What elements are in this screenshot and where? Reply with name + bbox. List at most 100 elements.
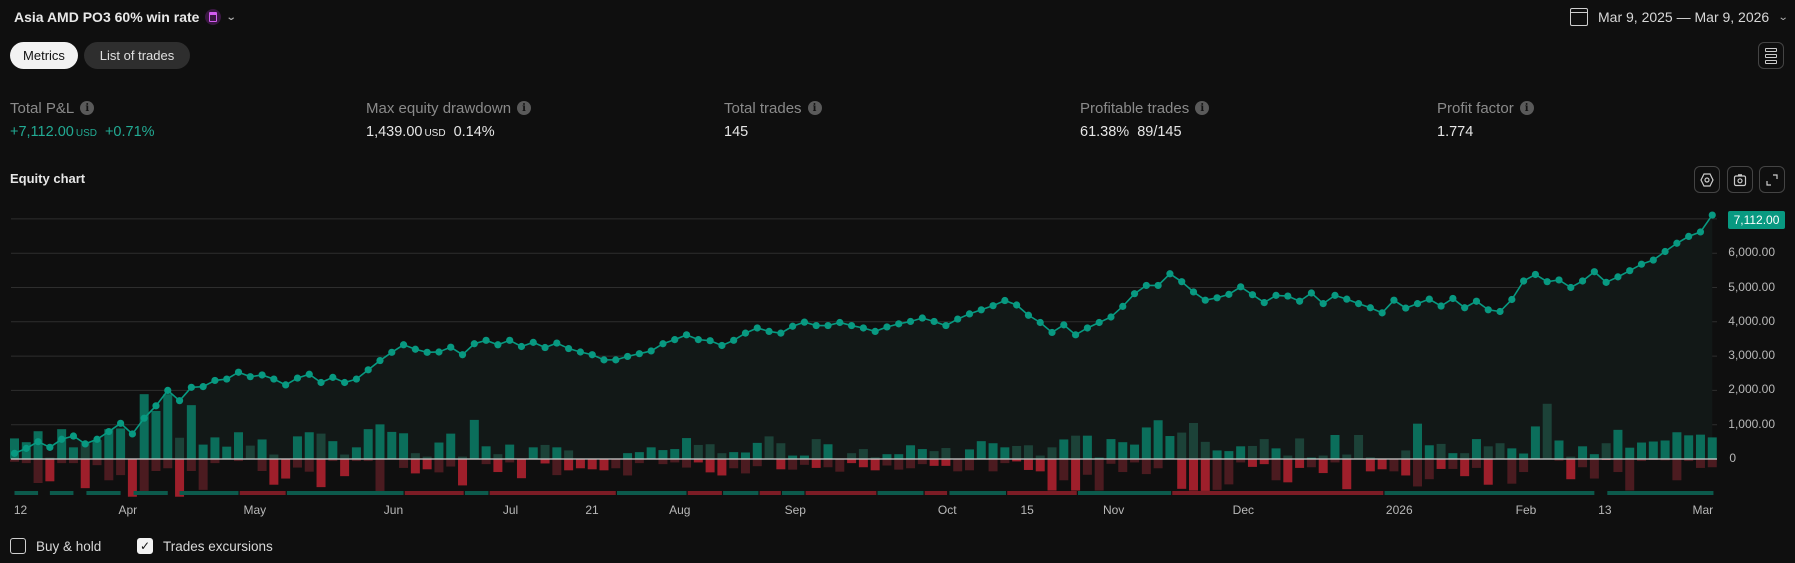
drawdown-bar (1365, 459, 1375, 472)
runup-bar (1259, 439, 1269, 459)
drawdown-bar (446, 459, 456, 467)
info-icon[interactable]: i (1195, 101, 1210, 115)
info-icon[interactable]: i (80, 101, 95, 115)
drawdown-bar (1625, 459, 1635, 491)
fullscreen-icon (1766, 173, 1778, 186)
trades-excursions-option[interactable]: ✓ Trades excursions (137, 538, 273, 554)
runup-bar (646, 447, 656, 459)
drawdown-bar (422, 459, 432, 470)
runup-bar (906, 445, 916, 459)
info-icon[interactable]: i (517, 101, 532, 115)
metric-label: Total P&L (10, 99, 75, 117)
runup-bar (1424, 445, 1434, 459)
equity-point (1449, 294, 1457, 303)
period-band (14, 491, 39, 495)
drawdown-bar (552, 459, 562, 476)
x-tick-label: Jun (383, 503, 404, 517)
tab-list-of-trades[interactable]: List of trades (84, 42, 190, 69)
runup-bar (304, 432, 314, 459)
checkmark-icon: ✓ (139, 539, 151, 553)
equity-point (1520, 277, 1528, 285)
drawdown-bar (1118, 459, 1128, 473)
equity-point (777, 329, 785, 337)
chart-settings-button[interactable] (1694, 166, 1720, 193)
drawdown-bar (1519, 459, 1529, 473)
y-tick-label: 2,000.00 (1728, 382, 1775, 397)
drawdown-bar (776, 459, 786, 470)
runup-bar (799, 455, 809, 459)
info-icon[interactable]: i (807, 101, 822, 115)
equity-point (128, 430, 136, 438)
drawdown-bar (693, 459, 703, 463)
equity-point (470, 340, 478, 348)
x-tick-label: Mar (1692, 503, 1714, 517)
buy-and-hold-checkbox[interactable] (10, 538, 26, 554)
drawdown-bar (269, 459, 279, 485)
metric-percent: 0.14% (453, 124, 495, 140)
trades-excursions-checkbox[interactable]: ✓ (137, 538, 153, 554)
drawdown-bar (151, 459, 161, 472)
runup-bar (1247, 445, 1257, 459)
runup-bar (1530, 426, 1540, 459)
chevron-down-icon[interactable]: ⌄ (226, 11, 238, 23)
period-band (464, 491, 489, 495)
runup-bar (528, 447, 538, 459)
tab-metrics[interactable]: Metrics (10, 42, 78, 69)
drawdown-bar (1707, 459, 1717, 468)
y-tick-label: 1,000.00 (1728, 416, 1775, 431)
drawdown-bar (1012, 459, 1022, 462)
runup-bar (823, 444, 833, 459)
drawdown-bar (505, 459, 515, 463)
drawdown-bar (1200, 459, 1210, 491)
equity-point (1201, 296, 1209, 304)
runup-bar (222, 446, 232, 459)
runup-bar (1436, 443, 1446, 459)
drawdown-bar (1424, 459, 1434, 480)
equity-point (1696, 228, 1705, 236)
runup-bar (387, 431, 397, 459)
runup-bar (1094, 457, 1104, 459)
runup-bar (1637, 442, 1647, 459)
drawdown-bar (363, 459, 373, 462)
equity-point (399, 341, 408, 349)
equity-point (175, 397, 184, 405)
runup-bar (1295, 438, 1305, 459)
buy-and-hold-option[interactable]: Buy & hold (10, 538, 101, 554)
runup-bar (1212, 450, 1222, 459)
date-range-text: Mar 9, 2025 — Mar 9, 2026 (1598, 9, 1770, 25)
drawdown-bar (1295, 459, 1305, 468)
strategy-title[interactable]: Asia AMD PO3 60% win rate ⌄ (14, 9, 238, 25)
runup-bar (1507, 448, 1517, 459)
equity-point (1567, 283, 1575, 292)
layout-menu-button[interactable] (1758, 42, 1784, 69)
runup-bar (1625, 447, 1635, 459)
equity-point (859, 324, 867, 332)
runup-bar (1047, 447, 1057, 459)
drawdown-bar (1236, 459, 1246, 463)
drawdown-bar (717, 459, 727, 476)
equity-point (1119, 302, 1127, 310)
y-tick-label: 4,000.00 (1728, 313, 1775, 328)
info-icon[interactable]: i (1519, 101, 1534, 115)
equity-point (1331, 291, 1339, 299)
runup-bar (104, 429, 114, 459)
runup-bar (316, 433, 326, 459)
equity-point (789, 322, 797, 330)
chart-screenshot-button[interactable] (1727, 166, 1753, 193)
equity-point (1319, 300, 1327, 308)
date-range-picker[interactable]: Mar 9, 2025 — Mar 9, 2026 ⌄ (1570, 8, 1789, 26)
runup-bar (634, 452, 644, 459)
equity-point (1402, 304, 1410, 312)
runup-bar (1165, 436, 1175, 459)
equity-point (58, 435, 66, 443)
equity-point (895, 320, 903, 328)
equity-point (376, 356, 384, 365)
equity-point (1649, 256, 1657, 264)
chart-fullscreen-button[interactable] (1759, 166, 1785, 193)
period-band (687, 491, 722, 495)
equity-point (1578, 277, 1587, 285)
equity-point (1590, 268, 1598, 276)
equity-point (989, 302, 997, 310)
drawdown-bar (1059, 459, 1069, 481)
